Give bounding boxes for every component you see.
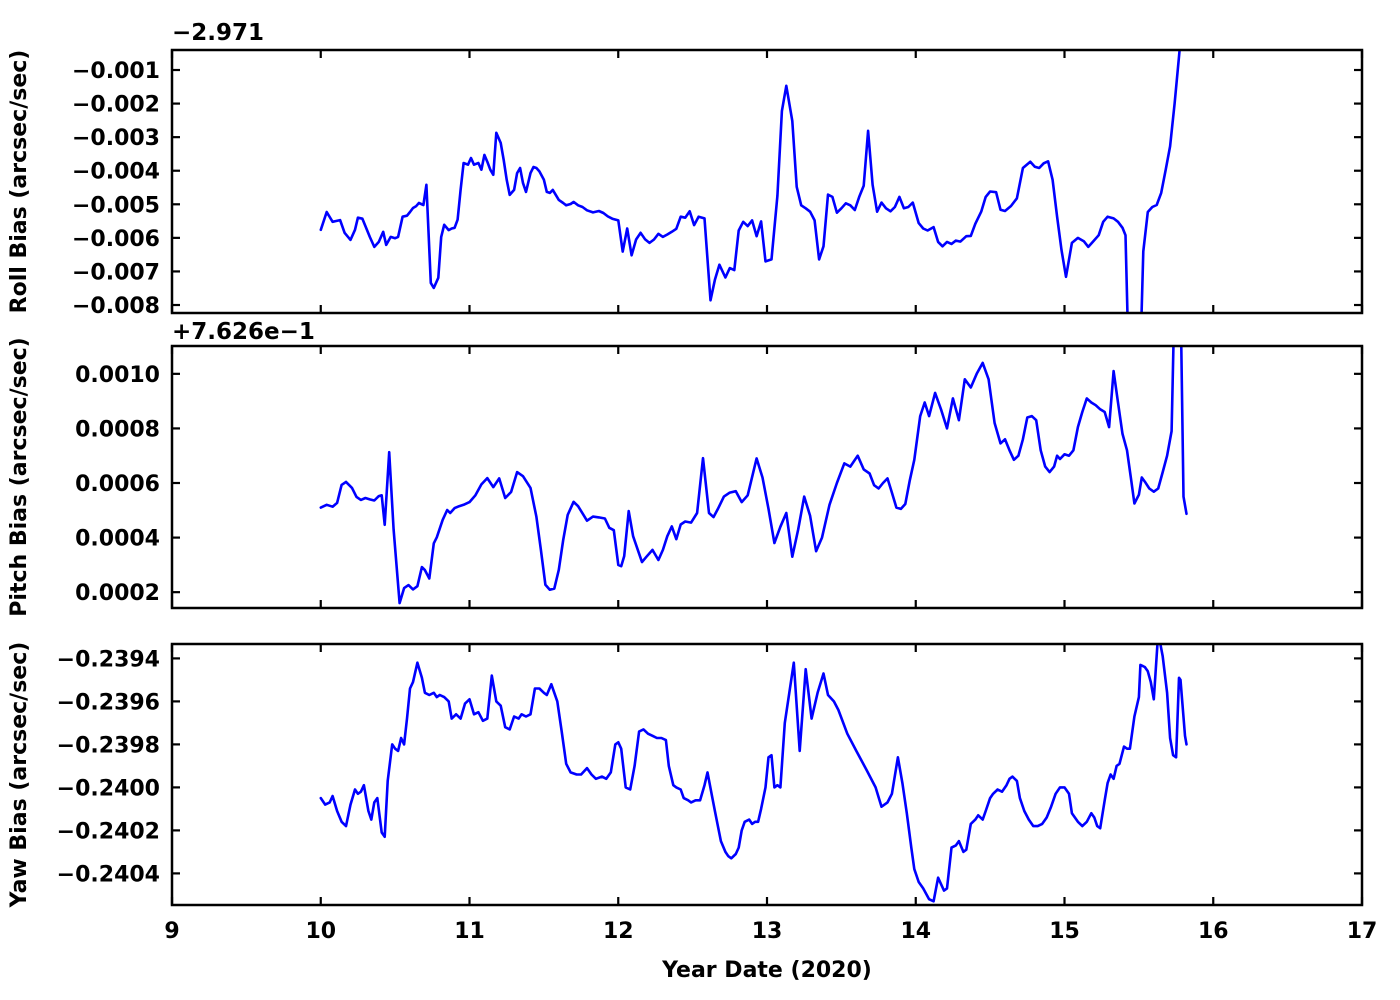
yaw-y-tick-label: −0.2402: [57, 819, 160, 844]
x-tick-label: 16: [1198, 919, 1229, 944]
roll-y-tick-label: −0.007: [72, 260, 160, 285]
yaw-y-tick-label: −0.2404: [57, 862, 160, 887]
yaw-data-line: [319, 644, 1188, 903]
pitch-y-tick-label: 0.0006: [75, 472, 160, 497]
yaw-y-tick-label: −0.2398: [57, 733, 160, 758]
x-tick-label: 17: [1347, 919, 1378, 944]
pitch-y-tick-label: 0.0010: [75, 363, 160, 388]
x-tick-label: 11: [454, 919, 485, 944]
pitch-y-tick-label: 0.0004: [75, 527, 160, 552]
x-tick-label: 9: [164, 919, 179, 944]
yaw-y-tick-label: −0.2396: [57, 690, 160, 715]
yaw-panel: −0.2394 −0.2396 −0.2398 −0.2400 −0.2402 −0.24…: [57, 642, 1378, 944]
roll-y-axis-label: Roll Bias (arcsec/sec): [7, 50, 32, 314]
x-tick-label: 15: [1049, 919, 1080, 944]
roll-y-tick-label: −0.004: [72, 160, 160, 185]
pitch-y-tick-label: 0.0008: [75, 417, 160, 442]
roll-y-tick-label: −0.003: [72, 126, 160, 151]
roll-y-tick-label: −0.005: [72, 193, 160, 218]
roll-data-line: [319, 50, 1181, 313]
x-axis-label: Year Date (2020): [661, 958, 872, 983]
subplot-panels: −0.001 −0.002 −0.003 −0.004 −0.005 −0.006 −0.0…: [57, 48, 1378, 944]
roll-panel: −0.001 −0.002 −0.003 −0.004 −0.005 −0.006 −0.0…: [72, 48, 1364, 319]
pitch-offset-text: +7.626e−1: [172, 319, 315, 345]
yaw-y-tick-label: −0.2394: [57, 647, 160, 672]
roll-frame: [170, 48, 1364, 315]
roll-offset-text: −2.971: [172, 20, 264, 46]
yaw-y-tick-label: −0.2400: [57, 776, 160, 801]
pitch-panel: 0.0010 0.0008 0.0006 0.0004 0.0002: [75, 344, 1364, 610]
roll-y-tick-label: −0.001: [72, 59, 160, 84]
roll-y-tick-label: −0.002: [72, 93, 160, 118]
pitch-y-tick-label: 0.0002: [75, 581, 160, 606]
x-tick-label: 12: [603, 919, 634, 944]
yaw-y-axis-label: Yaw Bias (arcsec/sec): [7, 642, 32, 909]
roll-y-tick-label: −0.008: [72, 294, 160, 319]
roll-y-tick-label: −0.006: [72, 227, 160, 252]
pitch-data-line: [319, 346, 1188, 605]
x-tick-label: 14: [900, 919, 931, 944]
x-tick-label: 13: [752, 919, 783, 944]
pitch-y-axis-label: Pitch Bias (arcsec/sec): [7, 337, 32, 616]
x-tick-label: 10: [305, 919, 336, 944]
